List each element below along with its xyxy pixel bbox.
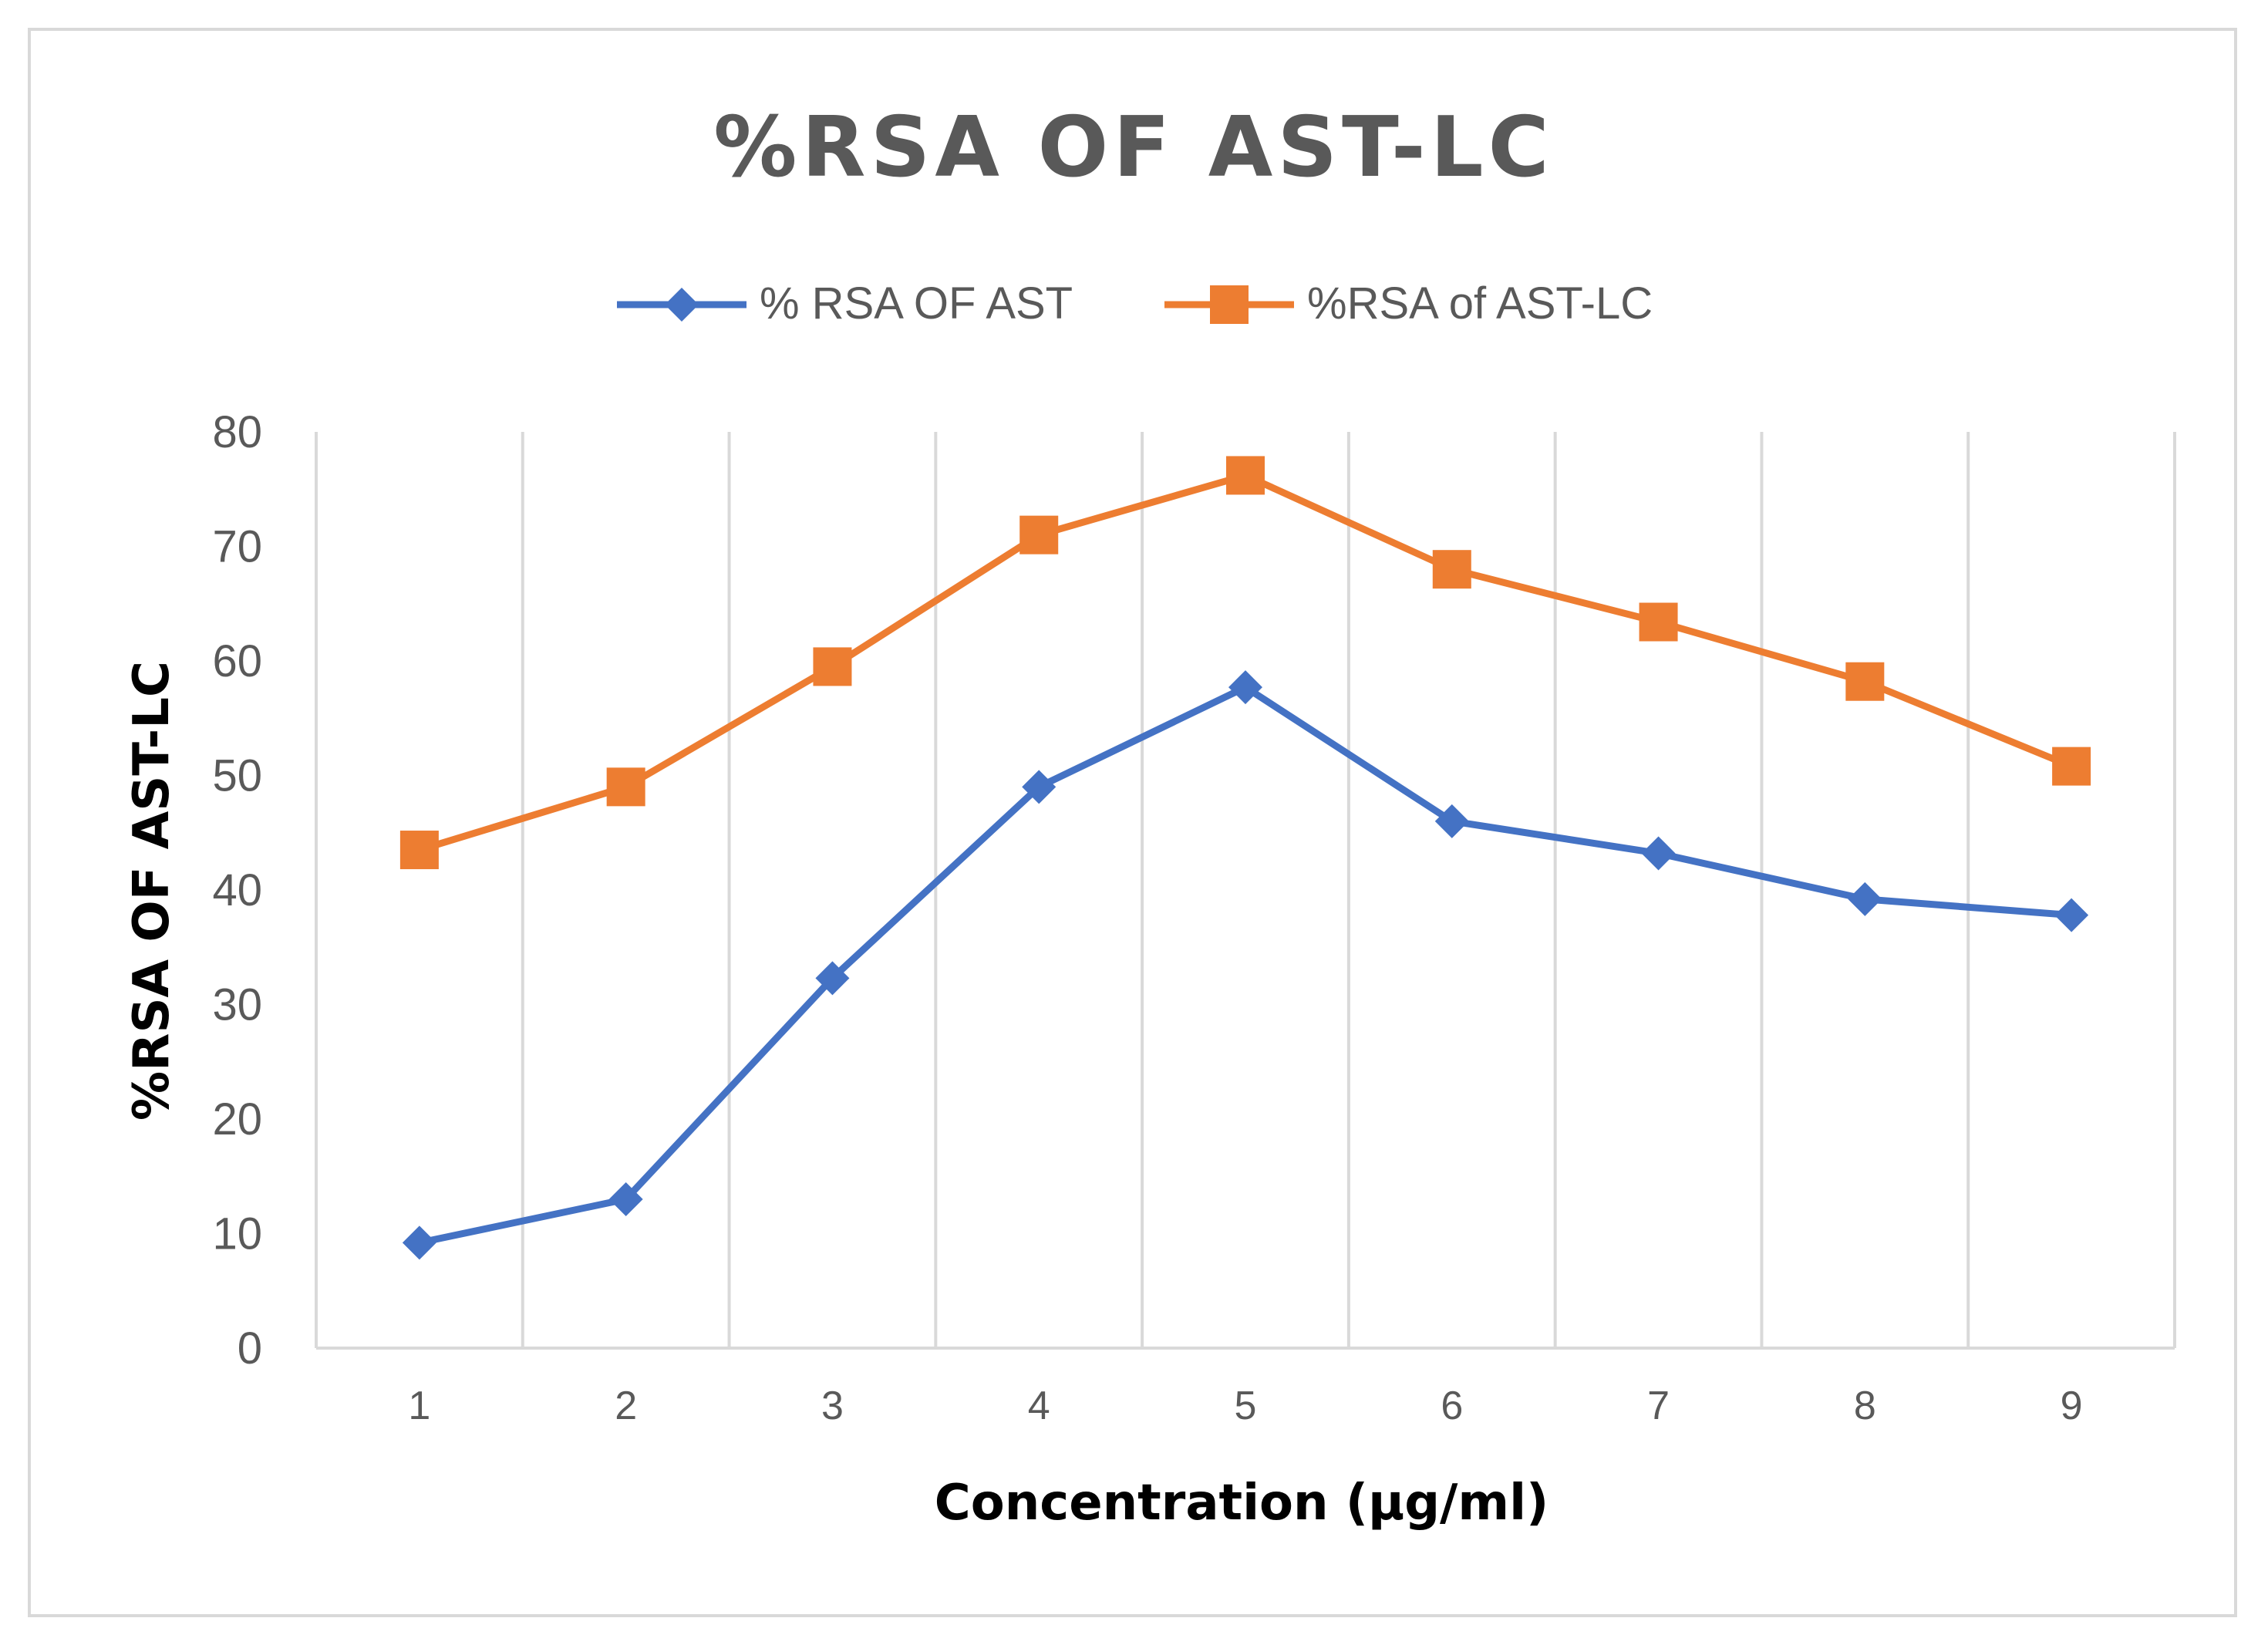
- data-point-diamond: [1848, 881, 1882, 916]
- series-2: [399, 456, 2091, 870]
- x-tick-label: 9: [2061, 1384, 2083, 1428]
- data-point-square: [2052, 747, 2091, 786]
- x-tick-label: 5: [1235, 1384, 1257, 1428]
- data-point-square: [399, 831, 439, 870]
- data-point-diamond: [608, 1182, 643, 1216]
- legend-diamond-icon: [665, 288, 699, 322]
- data-point-square: [1432, 550, 1471, 589]
- chart-title: %RSA OF AST-LC: [713, 99, 1554, 196]
- series-line: [416, 471, 2075, 854]
- data-point-diamond: [1022, 770, 1056, 804]
- x-tick-label: 8: [1854, 1384, 1876, 1428]
- y-tick-label: 60: [212, 636, 262, 686]
- y-tick-label: 40: [212, 865, 262, 915]
- data-point-diamond: [1641, 836, 1676, 871]
- data-point-square: [1019, 515, 1059, 555]
- data-point-diamond: [2054, 898, 2089, 932]
- y-tick-label: 20: [212, 1094, 262, 1144]
- y-tick-label: 80: [212, 407, 262, 457]
- data-point-square: [1845, 662, 1885, 701]
- x-tick-label: 1: [408, 1384, 430, 1428]
- y-tick-label: 10: [212, 1209, 262, 1259]
- series-line: [416, 683, 2075, 1246]
- x-axis-ticks: 1 2 3 4 5 6 7 8 9: [408, 1384, 2082, 1428]
- y-tick-label: 50: [212, 751, 262, 801]
- legend-label-ast-lc: %RSA of AST-LC: [1307, 278, 1653, 329]
- data-point-diamond: [402, 1225, 436, 1260]
- data-point-square: [813, 647, 852, 686]
- y-tick-label: 0: [238, 1323, 262, 1374]
- x-tick-label: 7: [1647, 1384, 1670, 1428]
- data-point-square: [606, 767, 645, 807]
- legend-label-ast: % RSA OF AST: [760, 278, 1073, 329]
- legend-square-icon: [1210, 285, 1249, 324]
- y-axis-ticks: 0 10 20 30 40 50 60 70 80: [212, 407, 262, 1374]
- x-axis-title: Concentration (µg/ml): [935, 1475, 1549, 1532]
- x-tick-label: 6: [1441, 1384, 1463, 1428]
- x-tick-label: 2: [615, 1384, 637, 1428]
- data-point-diamond: [1434, 804, 1469, 838]
- chart-frame: [28, 28, 2237, 1617]
- x-tick-label: 4: [1028, 1384, 1050, 1428]
- gridlines: [315, 432, 2176, 1350]
- data-point-square: [1639, 602, 1678, 642]
- legend: % RSA OF AST %RSA of AST-LC: [617, 278, 1653, 329]
- y-axis-title: %RSA OF AST-LC: [123, 661, 180, 1121]
- y-tick-label: 70: [212, 522, 262, 572]
- data-series: [399, 456, 2091, 1260]
- data-point-square: [1226, 456, 1265, 495]
- data-point-diamond: [815, 961, 850, 996]
- series-1: [402, 670, 2089, 1260]
- y-tick-label: 30: [212, 980, 262, 1030]
- data-point-diamond: [1228, 670, 1262, 705]
- x-tick-label: 3: [821, 1384, 844, 1428]
